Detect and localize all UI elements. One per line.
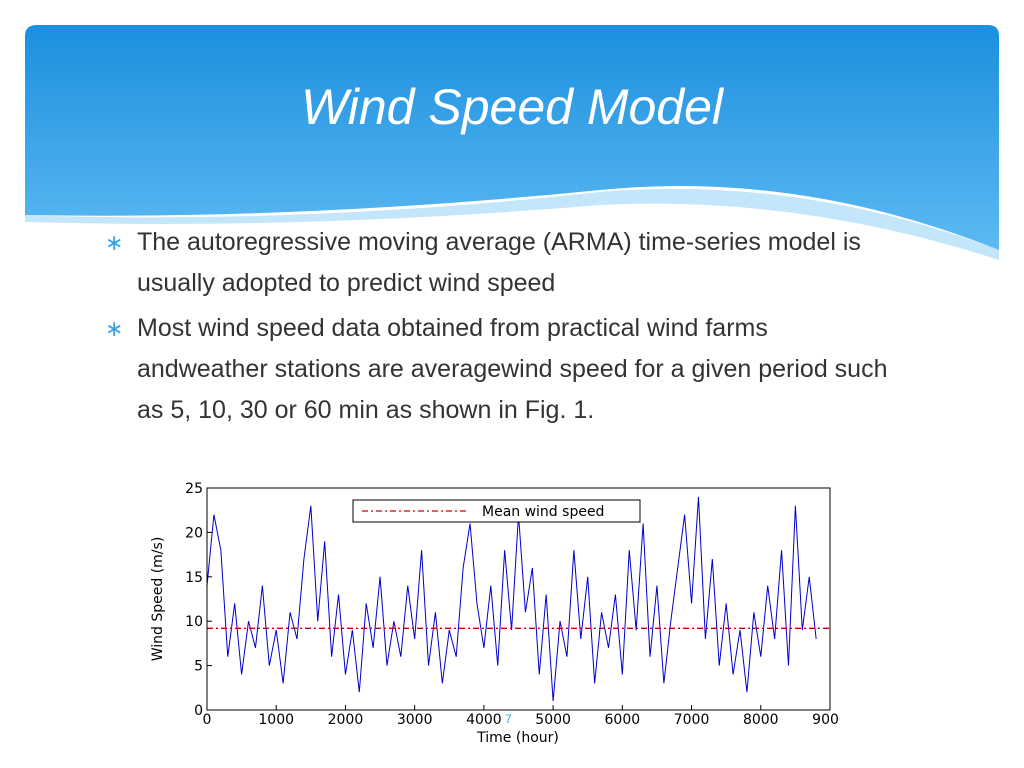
wind-speed-line [206, 496, 817, 702]
chart-background [140, 478, 840, 753]
header-band [25, 25, 999, 250]
bullet-list: The autoregressive moving average (ARMA)… [100, 222, 900, 435]
x-tick-label: 7000 [674, 712, 710, 728]
bullet: The autoregressive moving average (ARMA)… [100, 222, 900, 304]
y-axis-label: Wind Speed (m/s) [150, 537, 166, 662]
chart: Time (hour) Wind Speed (m/s) 0 1000 2000 30… [140, 478, 840, 753]
legend-label: Mean wind speed [482, 504, 604, 520]
y-tick-label: 10 [185, 614, 203, 630]
slide-number: 7 [505, 712, 512, 726]
x-tick-label: 0 [203, 712, 212, 728]
x-tick-label: 1000 [258, 712, 294, 728]
x-tick-label: 5000 [535, 712, 571, 728]
x-tick-label: 6000 [605, 712, 641, 728]
legend-box [352, 499, 641, 523]
y-tick-label: 20 [185, 525, 203, 541]
x-tick-label: 3000 [397, 712, 433, 728]
y-tick-label: 5 [194, 659, 203, 675]
x-axis-label: Time (hour) [476, 730, 559, 746]
x-tick-label: 4000 [466, 712, 502, 728]
axes-frame [206, 487, 831, 711]
x-tick-label: 8000 [743, 712, 779, 728]
bullet: Most wind speed data obtained from pract… [100, 308, 900, 431]
y-tick-label: 0 [194, 703, 203, 719]
header-wave [25, 188, 999, 260]
y-tick-label: 15 [185, 570, 203, 586]
x-tick-label: 2000 [328, 712, 364, 728]
y-tick-label: 25 [185, 481, 203, 497]
slide-title: Wind Speed Model [300, 79, 724, 135]
